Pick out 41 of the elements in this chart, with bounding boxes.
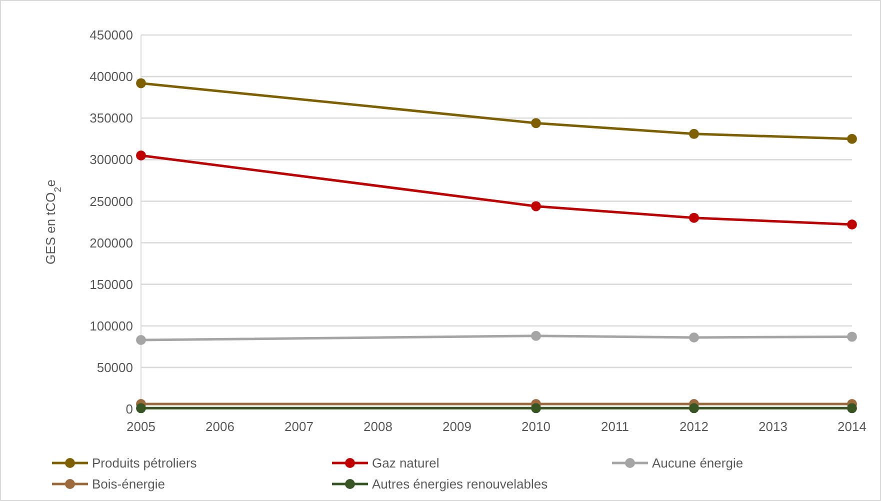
point — [136, 403, 146, 414]
y-tick-label: 50000 — [96, 360, 133, 375]
x-tick-label: 2007 — [284, 419, 314, 434]
point — [689, 128, 699, 139]
y-tick-label: 200000 — [90, 235, 133, 250]
y-tick-label: 350000 — [90, 110, 133, 126]
x-tick-label: 2005 — [126, 419, 156, 434]
legend-label: Gaz naturel — [372, 456, 440, 471]
x-tick-label: 2014 — [838, 419, 866, 434]
x-tick-label: 2012 — [680, 419, 708, 434]
point — [847, 134, 857, 144]
y-tick-label: 150000 — [90, 276, 133, 292]
x-tick-label: 2009 — [442, 419, 472, 434]
point — [847, 219, 857, 230]
point — [136, 78, 146, 88]
y-tick-label: 300000 — [90, 152, 133, 168]
point — [531, 118, 541, 128]
point — [689, 212, 699, 223]
point — [689, 332, 699, 343]
point — [531, 403, 541, 414]
y-tick-label: 100000 — [90, 318, 133, 334]
x-tick-label: 2011 — [601, 419, 629, 434]
x-tick-label: 2010 — [522, 419, 550, 434]
point — [531, 330, 541, 341]
y-tick-label: 450000 — [90, 28, 133, 43]
x-tick-label: 2013 — [758, 419, 788, 434]
legend-label: Aucune énergie — [652, 456, 744, 471]
point — [136, 150, 146, 161]
point — [531, 201, 541, 212]
y-tick-label: 0 — [126, 402, 133, 417]
point — [847, 332, 857, 342]
legend-label: Produits pétroliers — [92, 456, 198, 471]
y-tick-label: 400000 — [90, 69, 133, 84]
x-tick-label: 2006 — [206, 419, 234, 434]
legend-label: Autres énergies renouvelables — [372, 476, 548, 492]
point — [689, 403, 699, 414]
y-tick-label: 250000 — [90, 194, 133, 209]
point — [136, 335, 146, 346]
x-tick-label: 2008 — [364, 419, 392, 434]
legend-label: Bois-énergie — [92, 476, 165, 492]
point — [847, 403, 857, 414]
